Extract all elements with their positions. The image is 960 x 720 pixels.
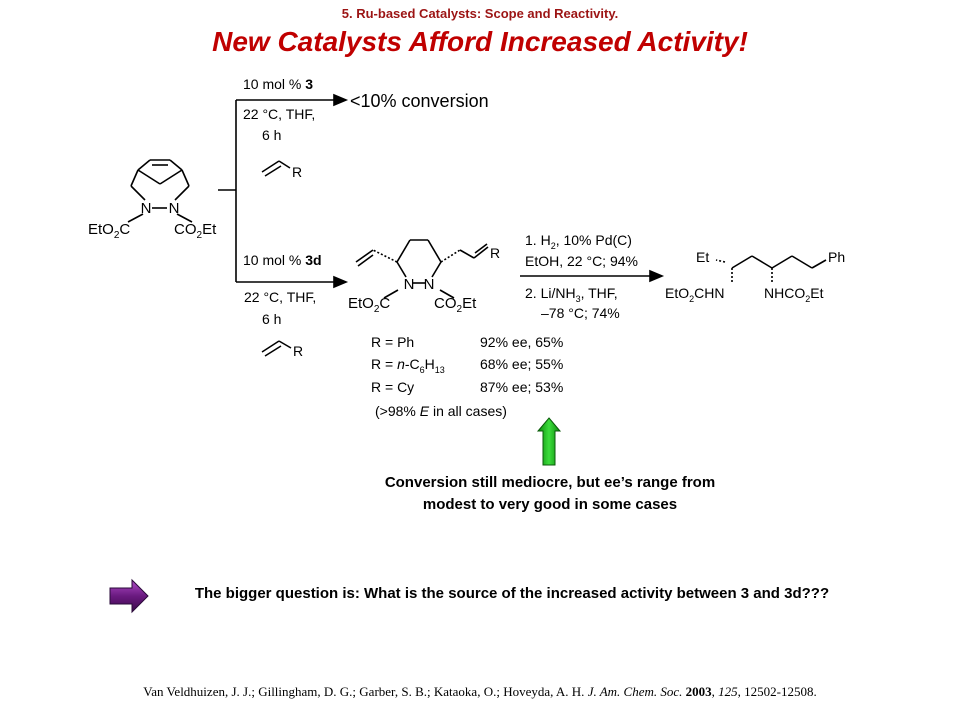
upper-result: <10% conversion	[350, 91, 489, 111]
lower-olefin-r: R	[293, 343, 303, 359]
substrate-structure	[127, 159, 193, 223]
product-left-ester: EtO2C	[348, 295, 390, 315]
pyrrolidine-product	[355, 239, 489, 299]
result-row-2-r: R = n-C6H13	[371, 356, 445, 375]
upper-conditions-2: 6 h	[262, 127, 281, 143]
selectivity-note: (>98% E in all cases)	[375, 403, 507, 419]
product-n-left: N	[404, 276, 415, 293]
right-arrow-icon	[109, 578, 149, 614]
step-conditions-1: 1. H2, 10% Pd(C)	[525, 232, 632, 251]
substrate-n-right: N	[169, 200, 180, 217]
final-right-carbamate: NHCO2Et	[764, 285, 824, 304]
result-row-1-r: R = Ph	[371, 334, 414, 350]
upper-catalyst: 10 mol % 3	[243, 76, 313, 92]
slide-title: New Catalysts Afford Increased Activity!	[212, 26, 748, 57]
final-product	[715, 255, 827, 284]
branch-arrows	[218, 93, 349, 289]
citation-pages: 12502-12508.	[744, 684, 817, 699]
citation-journal: J. Am. Chem. Soc.	[587, 684, 683, 699]
result-row-3-r: R = Cy	[371, 379, 414, 395]
result-row-1-value: 92% ee, 65%	[480, 334, 563, 350]
step-arrow	[520, 269, 665, 283]
substrate-left-ester: EtO2C	[88, 221, 130, 241]
citation-year: 2003	[685, 684, 712, 699]
reaction-scheme: N N EtO2C CO2Et 10 mol % 3 22 °C, THF, 6…	[88, 76, 845, 614]
substrate-right-ester: CO2Et	[174, 221, 217, 241]
product-r: R	[490, 245, 500, 261]
up-arrow-icon	[536, 417, 562, 466]
lower-conditions-2: 6 h	[262, 311, 281, 327]
final-et: Et	[696, 249, 709, 265]
question-text: The bigger question is: What is the sour…	[194, 585, 830, 602]
citation: Van Veldhuizen, J. J.; Gillingham, D. G.…	[143, 684, 817, 699]
citation-authors: Van Veldhuizen, J. J.; Gillingham, D. G.…	[143, 684, 585, 699]
conclusion-text: Conversion still mediocre, but ee’s rang…	[384, 474, 716, 513]
final-left-carbamate: EtO2CHN	[665, 285, 724, 304]
slide-subtitle: 5. Ru-based Catalysts: Scope and Reactiv…	[341, 6, 619, 21]
product-right-ester: CO2Et	[434, 295, 477, 315]
substrate-n-left: N	[141, 200, 152, 217]
upper-olefin-r: R	[292, 164, 302, 180]
step-conditions-2: EtOH, 22 °C; 94%	[525, 253, 638, 269]
result-row-3-value: 87% ee; 53%	[480, 379, 563, 395]
step-conditions-4: –78 °C; 74%	[541, 305, 620, 321]
results-table: R = Ph 92% ee, 65% R = n-C6H13 68% ee; 5…	[371, 334, 563, 419]
result-row-2-value: 68% ee; 55%	[480, 356, 563, 372]
lower-olefin	[261, 340, 292, 357]
upper-conditions-1: 22 °C, THF,	[243, 106, 315, 122]
product-n-right: N	[424, 276, 435, 293]
lower-conditions-1: 22 °C, THF,	[244, 289, 316, 305]
upper-olefin	[261, 160, 291, 177]
final-ph: Ph	[828, 249, 845, 265]
step-conditions-3: 2. Li/NH3, THF,	[525, 285, 618, 304]
citation-volume: 125	[718, 684, 738, 699]
lower-catalyst: 10 mol % 3d	[243, 252, 322, 268]
